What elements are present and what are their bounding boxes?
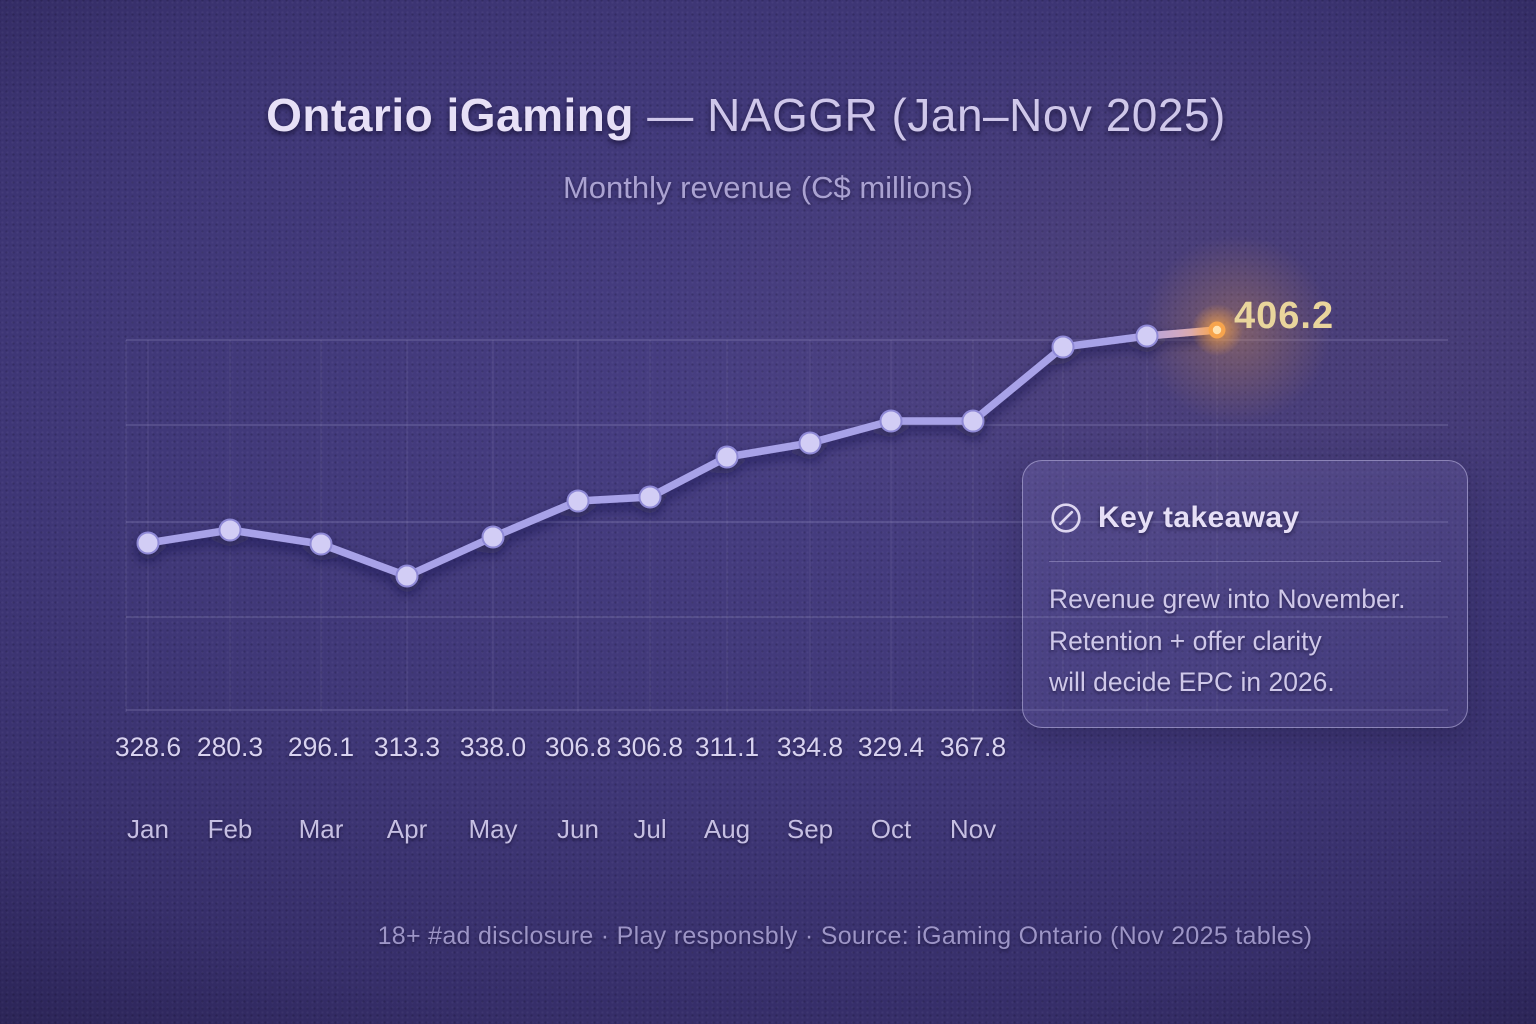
month-label: Apr (386, 814, 428, 844)
key-takeaway-title: Key takeaway (1098, 501, 1300, 534)
page-title-brand: Ontario iGaming (266, 89, 635, 141)
value-label: 296.1 (287, 732, 355, 762)
month-label: Oct (870, 814, 912, 844)
data-point (1051, 335, 1075, 359)
data-point (638, 485, 662, 509)
month-label: Sep (786, 814, 834, 844)
value-label: 367.8 (939, 732, 1007, 762)
page-title: Ontario iGaming — NAGGR (Jan–Nov 2025) (0, 0, 1514, 142)
page-title-detail: — NAGGR (Jan–Nov 2025) (634, 89, 1226, 141)
month-label: Mar (298, 814, 344, 844)
value-label: 306.8 (544, 732, 612, 762)
value-label: 306.8 (616, 732, 684, 762)
value-label: 334.8 (776, 732, 844, 762)
value-label: 328.6 (114, 732, 182, 762)
data-point (961, 409, 985, 433)
data-point (481, 525, 505, 549)
month-label: Aug (703, 814, 751, 844)
key-takeaway-line-1: Revenue grew into November. (1049, 584, 1406, 614)
value-label: 329.4 (857, 732, 925, 762)
data-point (395, 564, 419, 588)
month-label: Feb (207, 814, 253, 844)
data-point (218, 518, 242, 542)
data-point (1135, 324, 1159, 348)
value-label: 311.1 (694, 732, 760, 762)
card-divider (1049, 561, 1441, 562)
data-point (136, 531, 160, 555)
endpoint-ambient-glow (1142, 235, 1332, 425)
value-label: 280.3 (196, 732, 264, 762)
value-label: 338.0 (459, 732, 527, 762)
disclosure-footer: 18+ #ad disclosure · Play responsbly · S… (377, 922, 1313, 950)
highlight-point-core (1212, 325, 1222, 335)
data-point (309, 532, 333, 556)
month-label: Nov (949, 814, 997, 844)
key-takeaway-card: Key takeaway Revenue grew into November.… (1022, 460, 1468, 728)
slash-circle-icon (1051, 503, 1081, 533)
data-point (798, 431, 822, 455)
page-subtitle: Monthly revenue (C$ millions) (562, 170, 974, 205)
highlight-value-label: 406.2 (1234, 295, 1334, 337)
key-takeaway-line-2: Retention + offer clarity (1049, 625, 1322, 656)
highlight-point (1208, 321, 1226, 339)
data-point (715, 445, 739, 469)
month-label: May (468, 814, 518, 844)
data-point (879, 409, 903, 433)
key-takeaway-header: Key takeaway (1049, 501, 1441, 535)
month-label: Jul (633, 814, 667, 844)
value-label: 313.3 (373, 732, 441, 762)
month-label: Jan (127, 814, 169, 844)
key-takeaway-line-3: will decide EPC in 2026. (1049, 667, 1335, 697)
data-point (566, 489, 590, 513)
highlight-point-glow (1191, 304, 1243, 356)
chart-header: Ontario iGaming — NAGGR (Jan–Nov 2025) M… (0, 0, 1536, 206)
month-label: Jun (557, 814, 599, 844)
